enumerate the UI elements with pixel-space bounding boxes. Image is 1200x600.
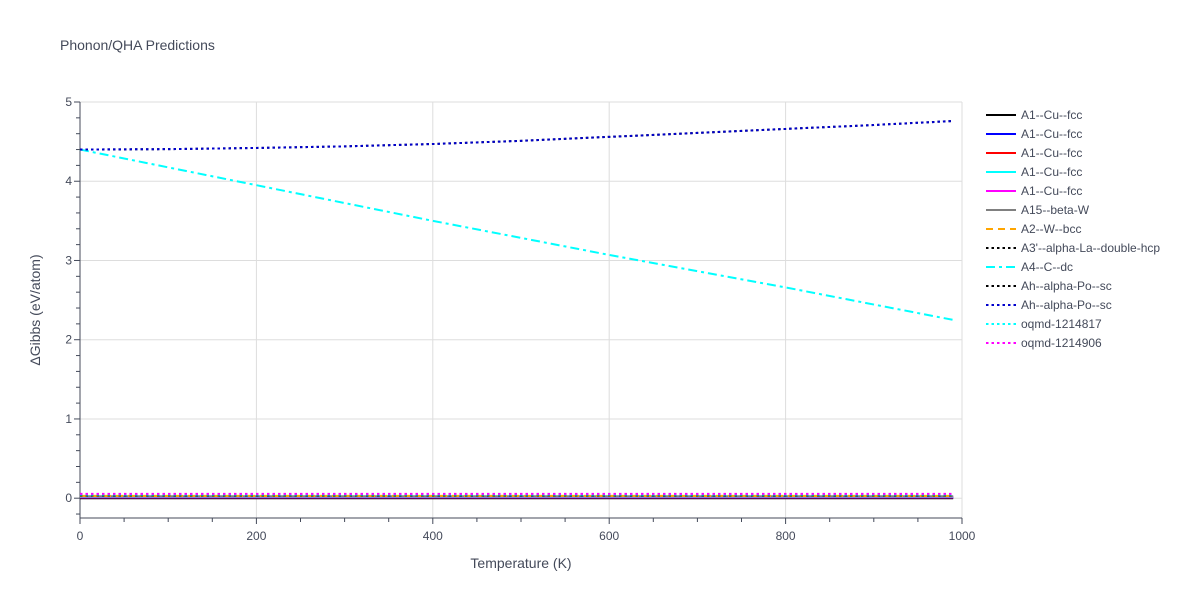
legend-item[interactable]: Ah--alpha-Po--sc <box>986 279 1112 293</box>
x-tick-label: 0 <box>77 529 84 543</box>
y-tick-label: 4 <box>65 174 72 188</box>
series-line <box>79 120 954 151</box>
legend-label: oqmd-1214817 <box>1021 317 1102 331</box>
legend-item[interactable]: A4--C--dc <box>986 260 1073 274</box>
legend-label: A1--Cu--fcc <box>1021 184 1082 198</box>
legend-label: A1--Cu--fcc <box>1021 127 1082 141</box>
series-line <box>79 120 954 151</box>
legend-item[interactable]: oqmd-1214817 <box>986 317 1102 331</box>
y-tick-label: 3 <box>65 253 72 267</box>
y-tick-label: 2 <box>65 333 72 347</box>
y-tick-label: 5 <box>65 95 72 109</box>
x-axis-title: Temperature (K) <box>470 555 571 571</box>
x-tick-label: 800 <box>776 529 796 543</box>
legend-item[interactable]: A1--Cu--fcc <box>986 184 1082 198</box>
y-axis-title: ΔGibbs (eV/atom) <box>27 254 43 365</box>
legend-item[interactable]: A3'--alpha-La--double-hcp <box>986 241 1160 255</box>
series-layer <box>79 120 954 500</box>
x-tick-label: 600 <box>599 529 619 543</box>
legend-label: A3'--alpha-La--double-hcp <box>1021 241 1160 255</box>
legend-label: A4--C--dc <box>1021 260 1073 274</box>
legend-label: A15--beta-W <box>1021 203 1090 217</box>
legend-label: A2--W--bcc <box>1021 222 1081 236</box>
y-tick-label: 1 <box>65 412 72 426</box>
legend-item[interactable]: A1--Cu--fcc <box>986 127 1082 141</box>
legend-item[interactable]: A1--Cu--fcc <box>986 146 1082 160</box>
legend-item[interactable]: A2--W--bcc <box>986 222 1081 236</box>
legend-item[interactable]: A15--beta-W <box>986 203 1090 217</box>
legend-item[interactable]: A1--Cu--fcc <box>986 165 1082 179</box>
series-line <box>79 148 954 321</box>
y-tick-label: 0 <box>65 491 72 505</box>
x-tick-label: 1000 <box>949 529 976 543</box>
axis-layer: 0 200 400 600 800 1000 0 1 2 3 4 5 <box>65 95 975 543</box>
legend-item[interactable]: A1--Cu--fcc <box>986 108 1082 122</box>
legend-item[interactable]: oqmd-1214906 <box>986 336 1102 350</box>
legend-item[interactable]: Ah--alpha-Po--sc <box>986 298 1112 312</box>
legend-label: A1--Cu--fcc <box>1021 108 1082 122</box>
legend-label: Ah--alpha-Po--sc <box>1021 298 1112 312</box>
legend-label: Ah--alpha-Po--sc <box>1021 279 1112 293</box>
x-tick-label: 400 <box>423 529 443 543</box>
legend-label: A1--Cu--fcc <box>1021 165 1082 179</box>
legend[interactable]: A1--Cu--fcc A1--Cu--fcc A1--Cu--fcc A1--Cu-… <box>986 108 1160 350</box>
legend-label: oqmd-1214906 <box>1021 336 1102 350</box>
x-tick-label: 200 <box>246 529 266 543</box>
chart-title: Phonon/QHA Predictions <box>60 37 215 53</box>
grid-layer <box>80 101 963 518</box>
legend-label: A1--Cu--fcc <box>1021 146 1082 160</box>
